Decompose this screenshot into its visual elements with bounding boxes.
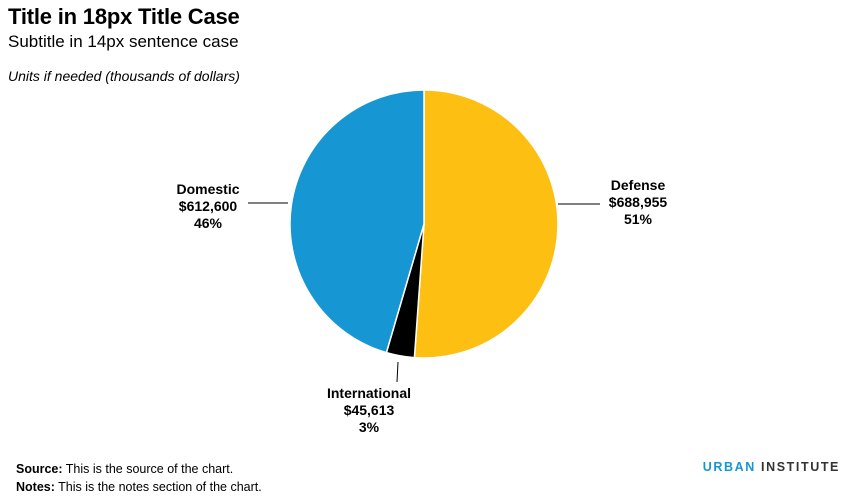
slice-label-international-value: $45,613 bbox=[344, 402, 395, 418]
source-text: This is the source of the chart. bbox=[65, 462, 234, 476]
notes-text: This is the notes section of the chart. bbox=[58, 480, 262, 494]
slice-label-defense-percent: 51% bbox=[624, 211, 653, 227]
notes-label: Notes: bbox=[16, 480, 55, 494]
pie-slice-defense bbox=[413, 89, 559, 359]
chart-subtitle: Subtitle in 14px sentence case bbox=[8, 32, 239, 51]
slice-label-international-percent: 3% bbox=[359, 419, 380, 435]
slice-label-domestic-percent: 46% bbox=[194, 215, 223, 231]
source-note: Source: This is the source of the chart. bbox=[16, 462, 233, 476]
source-label: Source: bbox=[16, 462, 63, 476]
leader-line-international bbox=[396, 361, 399, 383]
slice-label-defense-value: $688,955 bbox=[609, 194, 668, 210]
slice-label-defense-name: Defense bbox=[611, 177, 666, 193]
slice-label-domestic-value: $612,600 bbox=[179, 198, 238, 214]
logo-word-institute: INSTITUTE bbox=[761, 460, 840, 474]
pie-slice-domestic bbox=[289, 89, 425, 354]
slice-label-international-name: International bbox=[327, 385, 411, 401]
units-note: Units if needed (thousands of dollars) bbox=[8, 68, 240, 84]
chart-title: Title in 18px Title Case bbox=[8, 4, 240, 29]
urban-institute-logo: URBAN INSTITUTE bbox=[703, 460, 840, 474]
slice-label-domestic-name: Domestic bbox=[176, 181, 239, 197]
logo-word-urban: URBAN bbox=[702, 460, 756, 474]
notes-note: Notes: This is the notes section of the … bbox=[16, 480, 262, 494]
